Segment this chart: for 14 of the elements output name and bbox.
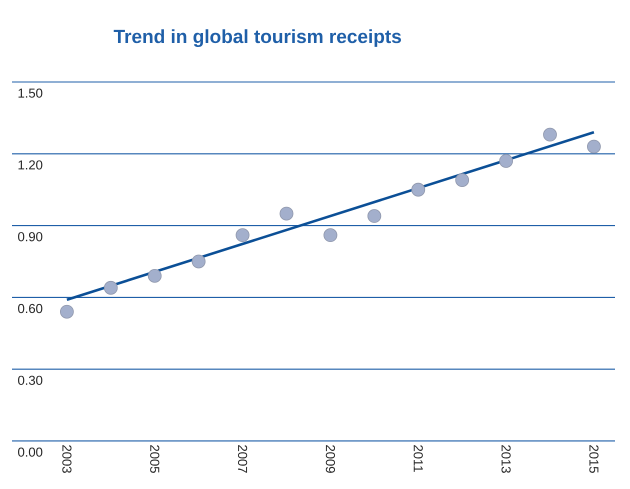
y-tick-label: 0.30 [18,376,42,385]
x-tick-label: 2003 [62,445,72,473]
y-tick-label: 0.90 [18,232,42,242]
x-tick-label: 2013 [501,445,511,473]
x-tick-label: 2005 [150,445,160,473]
chart-title: Trend in global tourism receipts [114,29,401,48]
y-tick-label: 0.60 [18,304,42,314]
x-tick-label: 2015 [589,445,599,473]
y-tick-label: 1.20 [18,160,42,170]
x-tick-label: 2007 [238,445,248,473]
x-tick-label: 2009 [326,445,336,473]
y-tick-label: 0.00 [18,448,42,457]
y-tick-label: 1.50 [18,88,42,98]
x-tick-label: 2011 [414,445,423,472]
